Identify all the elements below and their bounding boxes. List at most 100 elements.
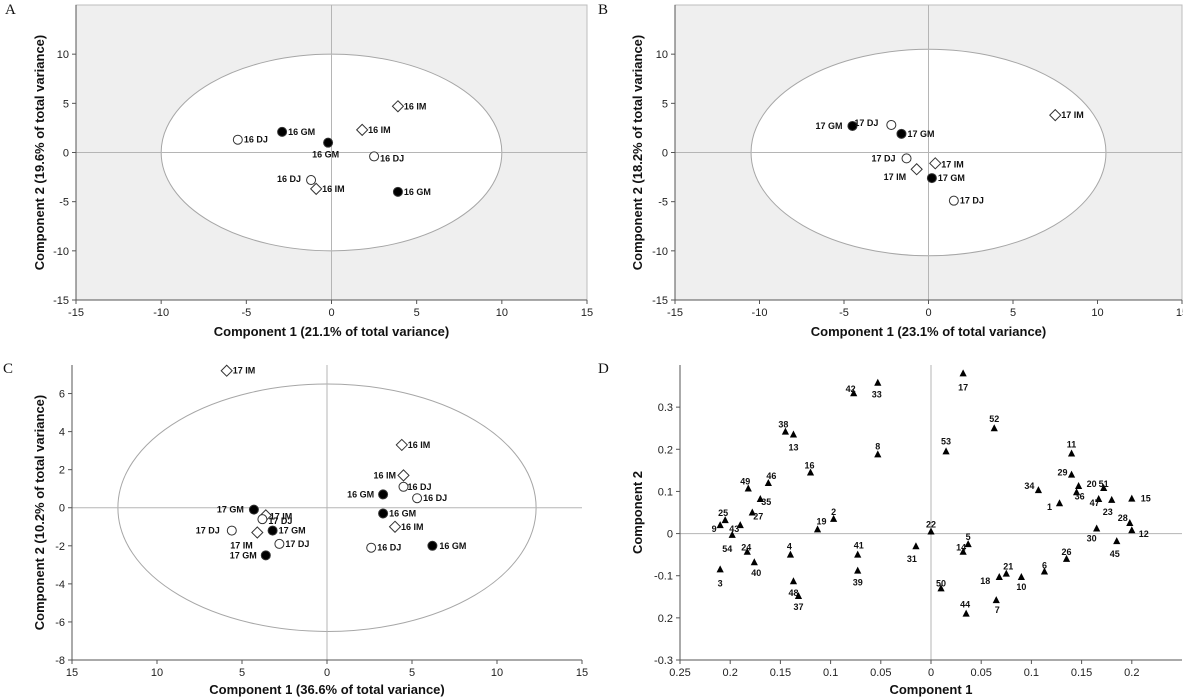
data-point-label: 12 bbox=[1139, 529, 1149, 539]
data-point-label: 8 bbox=[875, 441, 880, 451]
x-axis-label: Component 1 bbox=[889, 682, 972, 697]
data-point-triangle bbox=[874, 378, 882, 386]
data-point-label: 17 IM bbox=[1061, 110, 1084, 120]
data-point-triangle bbox=[756, 495, 764, 503]
data-point-label: 17 IM bbox=[941, 159, 964, 169]
data-point-label: 11 bbox=[1067, 440, 1077, 450]
data-point-circle bbox=[257, 514, 268, 525]
data-point-label: 50 bbox=[936, 578, 946, 588]
data-point-triangle bbox=[1040, 567, 1049, 575]
data-point-triangle bbox=[1067, 470, 1076, 478]
data-point-triangle bbox=[874, 450, 882, 458]
x-tick-label: -15 bbox=[68, 307, 84, 319]
x-tick-label: -5 bbox=[241, 307, 251, 319]
data-point-triangle bbox=[781, 427, 790, 435]
x-tick-label: 5 bbox=[1010, 307, 1016, 319]
data-point-label: 26 bbox=[1062, 547, 1072, 557]
data-point-circle bbox=[896, 128, 907, 139]
data-point-label: 13 bbox=[788, 443, 798, 453]
data-point-triangle bbox=[750, 558, 758, 566]
data-point-circle bbox=[232, 134, 243, 145]
data-point-label: 18 bbox=[980, 576, 990, 586]
y-tick-label: -15 bbox=[652, 295, 668, 307]
data-point-label: 22 bbox=[926, 519, 936, 529]
data-point-label: 17 IM bbox=[230, 540, 253, 550]
data-point-label: 16 IM bbox=[322, 184, 345, 194]
y-tick-label: 10 bbox=[656, 49, 668, 61]
x-tick-label: 15 bbox=[576, 667, 588, 679]
data-point-label: 16 GM bbox=[404, 187, 431, 197]
data-point-triangle bbox=[794, 591, 803, 599]
x-tick-label: -10 bbox=[752, 307, 768, 319]
y-axis-label: Component 2 (10.2% of total variance) bbox=[32, 395, 47, 631]
data-point-label: 17 DJ bbox=[196, 526, 220, 536]
y-tick-label: -10 bbox=[53, 246, 69, 258]
data-point-label: 42 bbox=[846, 384, 856, 394]
data-point-triangle bbox=[1128, 494, 1136, 502]
data-point-label: 33 bbox=[872, 390, 882, 400]
y-tick-label: 4 bbox=[59, 427, 65, 439]
data-point-label: 23 bbox=[1103, 507, 1113, 517]
x-tick-label: 0.05 bbox=[870, 667, 891, 679]
x-tick-label: 10 bbox=[1091, 307, 1103, 319]
y-tick-label: 0 bbox=[63, 148, 69, 160]
data-point-label: 6 bbox=[1042, 561, 1047, 571]
y-tick-label: 5 bbox=[63, 98, 69, 110]
x-tick-label: 15 bbox=[66, 667, 78, 679]
data-point-circle bbox=[886, 119, 897, 130]
data-point-triangle bbox=[854, 566, 862, 574]
data-point-triangle bbox=[813, 525, 822, 533]
data-point-circle bbox=[378, 508, 389, 519]
x-tick-label: -5 bbox=[839, 307, 849, 319]
data-point-label: 16 IM bbox=[368, 125, 391, 135]
data-point-label: 28 bbox=[1118, 513, 1128, 523]
y-tick-label: -6 bbox=[55, 617, 65, 629]
y-tick-label: 0.2 bbox=[658, 444, 673, 456]
data-point-triangle bbox=[1095, 495, 1103, 503]
data-point-label: 54 bbox=[722, 544, 732, 554]
data-point-triangle bbox=[959, 369, 967, 377]
y-tick-label: -5 bbox=[59, 197, 69, 209]
data-point-triangle bbox=[1108, 495, 1116, 503]
data-point-label: 25 bbox=[718, 508, 728, 518]
data-point-circle bbox=[248, 504, 259, 515]
data-point-diamond bbox=[929, 157, 942, 170]
x-tick-label: 10 bbox=[151, 667, 163, 679]
x-tick-label: 15 bbox=[1176, 307, 1183, 319]
data-point-label: 16 DJ bbox=[408, 482, 432, 492]
data-point-diamond bbox=[251, 526, 264, 539]
data-point-label: 20 bbox=[1087, 479, 1097, 489]
data-point-diamond bbox=[397, 469, 410, 482]
data-point-label: 17 GM bbox=[815, 121, 842, 131]
x-axis-label: Component 1 (21.1% of total variance) bbox=[214, 324, 450, 339]
y-tick-label: 0 bbox=[667, 529, 673, 541]
y-tick-label: -8 bbox=[55, 655, 65, 667]
data-point-diamond bbox=[395, 438, 409, 452]
panel-letter: D bbox=[598, 361, 609, 377]
data-point-label: 16 IM bbox=[408, 440, 431, 450]
panel-letter: B bbox=[598, 2, 608, 18]
data-point-triangle bbox=[1128, 526, 1136, 534]
y-tick-label: 10 bbox=[57, 49, 69, 61]
data-point-label: 17 GM bbox=[279, 526, 306, 536]
data-point-label: 49 bbox=[740, 476, 750, 486]
data-point-label: 38 bbox=[778, 420, 788, 430]
data-point-diamond bbox=[388, 520, 402, 533]
data-point-diamond bbox=[220, 364, 233, 377]
data-point-circle bbox=[260, 550, 271, 561]
data-point-triangle bbox=[992, 596, 1000, 604]
y-tick-label: 0.2 bbox=[658, 613, 673, 625]
data-point-circle bbox=[847, 120, 858, 131]
y-axis-label: Component 2 (18.2% of total variance) bbox=[630, 35, 645, 271]
y-tick-label: -2 bbox=[55, 541, 65, 553]
y-axis-label: Component 2 (19.6% of total variance) bbox=[32, 35, 47, 271]
data-point-label: 35 bbox=[761, 497, 771, 507]
data-point-label: 17 GM bbox=[217, 505, 244, 515]
x-tick-label: -15 bbox=[667, 307, 683, 319]
data-point-label: 16 GM bbox=[389, 508, 416, 518]
data-point-label: 16 IM bbox=[401, 522, 424, 532]
data-point-label: 16 DJ bbox=[244, 135, 268, 145]
y-tick-label: 0.1 bbox=[658, 486, 673, 498]
y-tick-label: 0 bbox=[59, 503, 65, 515]
